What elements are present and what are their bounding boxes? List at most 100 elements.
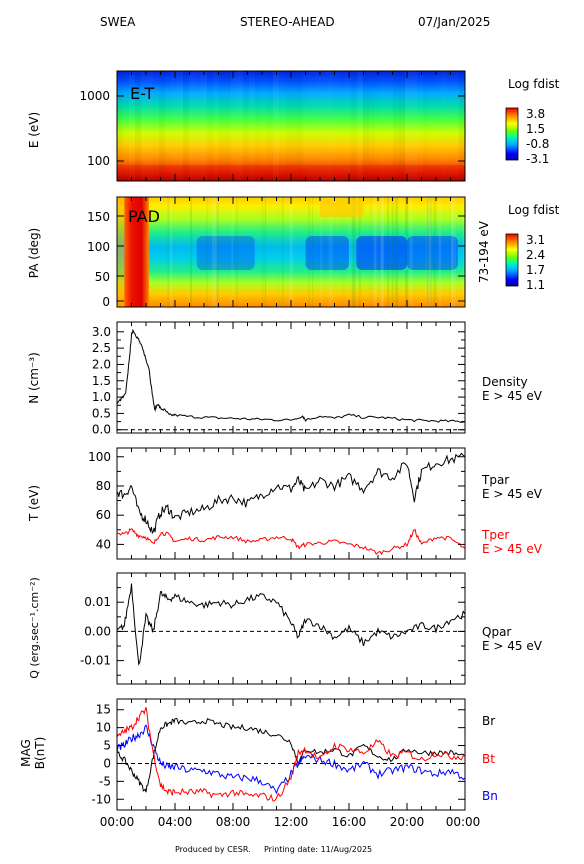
- et-time-column: [219, 71, 225, 181]
- pad-event-enhancement: [124, 197, 149, 307]
- pad-time-streak: [407, 197, 408, 307]
- ytick-label: 5: [103, 739, 111, 753]
- et-time-column: [207, 71, 213, 181]
- bt-line: [117, 706, 465, 802]
- header-date: 07/Jan/2025: [418, 15, 490, 29]
- pad-colorbar-title: Log fdist: [508, 203, 560, 217]
- et-time-column: [375, 71, 381, 181]
- et-cbar-tick-3: -3.1: [526, 152, 549, 166]
- pad-time-streak: [429, 197, 432, 307]
- br-legend: Br: [482, 714, 495, 728]
- qpar-legend-energy: E > 45 eV: [482, 639, 543, 653]
- et-colorbar-title: Log fdist: [508, 77, 560, 91]
- ytick-label: 60: [96, 508, 111, 522]
- header-spacecraft: STEREO-AHEAD: [240, 15, 335, 29]
- et-time-column: [243, 71, 249, 181]
- pad-time-streak: [463, 197, 465, 307]
- et-spectrogram-bands: [117, 71, 465, 181]
- et-time-column: [159, 71, 165, 181]
- ytick-label: -5: [99, 774, 111, 788]
- pad-time-streak: [308, 197, 310, 307]
- et-time-column: [393, 71, 399, 181]
- et-time-column: [339, 71, 345, 181]
- et-time-column: [249, 71, 255, 181]
- pad-time-streak: [236, 197, 238, 307]
- density-line: [117, 328, 465, 423]
- heatflux-panel: 0.01 0.00 -0.01 Q (erg.sec⁻¹.cm⁻²) Qpar E …: [28, 572, 543, 685]
- et-time-column: [405, 71, 411, 181]
- pad-tag: PAD: [128, 207, 160, 226]
- pad-time-streak: [169, 197, 173, 307]
- pad-ytick-100: 100: [87, 240, 110, 254]
- pad-time-streak: [292, 197, 294, 307]
- et-time-column: [303, 71, 309, 181]
- qpar-legend-name: Qpar: [482, 625, 511, 639]
- pad-time-streak: [372, 197, 374, 307]
- ytick-label: 3.0: [92, 325, 111, 339]
- mag-frame: [116, 698, 466, 811]
- pad-time-streak: [351, 197, 355, 307]
- et-time-column: [417, 71, 423, 181]
- tpar-legend-name: Tpar: [481, 473, 509, 487]
- et-time-column: [369, 71, 375, 181]
- pad-time-streak: [261, 197, 264, 307]
- et-time-column: [279, 71, 285, 181]
- pad-time-streak: [395, 197, 399, 307]
- pad-time-streak: [453, 197, 456, 307]
- tper-line: [117, 528, 465, 556]
- pad-ytick-150: 150: [87, 210, 110, 224]
- pad-time-streak: [276, 197, 277, 307]
- pad-90deg-depletion: [407, 236, 458, 270]
- pad-time-streak: [374, 197, 377, 307]
- et-time-column: [273, 71, 279, 181]
- bn-legend: Bn: [482, 789, 498, 803]
- ytick-label: 100: [88, 450, 111, 464]
- pad-90deg-depletion: [196, 236, 255, 270]
- xtick-label-3: 12:00: [274, 815, 309, 829]
- pad-cbar-tick-1: 2.4: [526, 248, 545, 262]
- pad-cbar-tick-3: 1.1: [526, 278, 545, 292]
- pad-ytick-50: 50: [95, 270, 110, 284]
- qpar-line: [117, 583, 465, 666]
- bt-legend: Bt: [482, 752, 495, 766]
- time-axis-labels: 00:00 04:00 08:00 12:00 16:00 20:00 00:0…: [100, 815, 481, 829]
- pad-pre-event: [117, 197, 125, 307]
- ytick-label: 2.5: [92, 341, 111, 355]
- xtick-label-0: 00:00: [100, 815, 135, 829]
- time-axis-ticks: [116, 71, 466, 810]
- pad-time-streak: [452, 197, 454, 307]
- density-legend-energy: E > 45 eV: [482, 389, 543, 403]
- pad-time-streak: [206, 197, 208, 307]
- temperature-ylabel: T (eV): [27, 485, 41, 522]
- temperature-yticks: 100 80 60 40: [88, 450, 465, 551]
- et-time-column: [423, 71, 429, 181]
- pad-time-streak: [190, 197, 193, 307]
- et-time-column: [357, 71, 363, 181]
- et-time-column: [225, 71, 231, 181]
- et-colorbar: [505, 107, 519, 161]
- xtick-label-1: 04:00: [158, 815, 193, 829]
- mag-yticks: 15 10 5 0 -5 -10: [91, 703, 465, 806]
- pad-time-streak: [216, 197, 219, 307]
- density-legend-name: Density: [482, 375, 528, 389]
- pad-time-streak: [380, 197, 384, 307]
- tpar-line: [117, 452, 465, 535]
- et-cbar-tick-1: 1.5: [526, 122, 545, 136]
- pad-time-streak: [231, 197, 233, 307]
- pad-time-streak: [354, 197, 356, 307]
- et-time-column: [213, 71, 219, 181]
- et-time-column: [117, 71, 123, 181]
- pad-time-streak: [218, 197, 219, 307]
- et-spectrogram-panel: E-T 1000 100 E (eV) Log fdist 3.8 1.5 -0…: [27, 70, 560, 182]
- pad-time-streak: [387, 197, 389, 307]
- et-time-column: [189, 71, 195, 181]
- pad-time-streak: [426, 197, 429, 307]
- density-panel: 3.0 2.5 2.0 1.5 1.0 0.5 0.0 N (cm⁻³) Density E…: [27, 321, 543, 437]
- pad-ytick-0: 0: [102, 295, 110, 309]
- density-ylabel: N (cm⁻³): [27, 352, 41, 404]
- pad-time-streak: [450, 197, 454, 307]
- et-time-column: [171, 71, 177, 181]
- ytick-label: 0: [103, 756, 111, 770]
- pad-time-streak: [449, 197, 451, 307]
- pad-time-streak: [194, 197, 196, 307]
